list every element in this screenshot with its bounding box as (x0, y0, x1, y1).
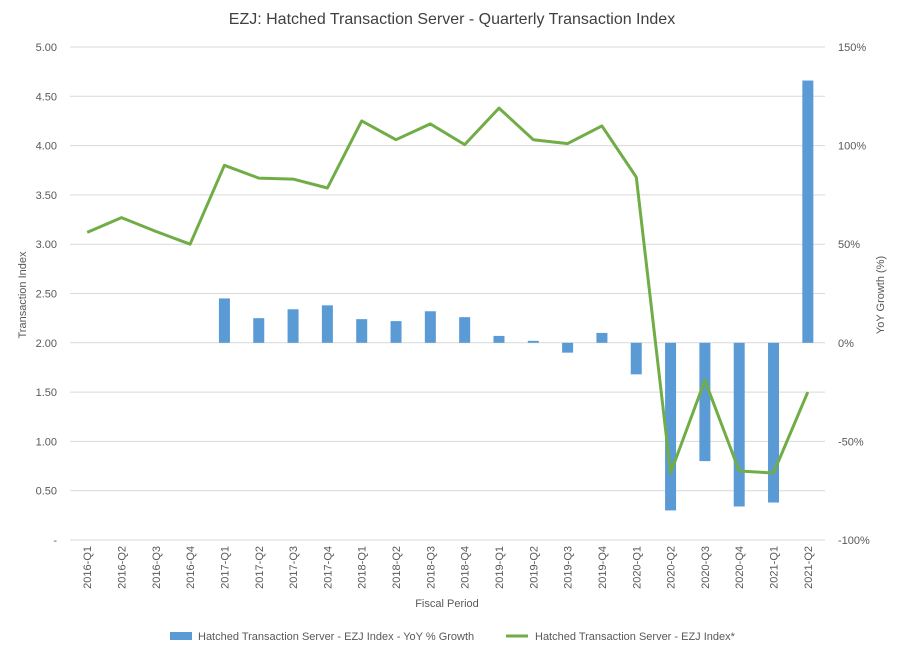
x-tick-label: 2019-Q4 (597, 546, 609, 589)
bar (527, 340, 539, 343)
x-tick-label: 2018-Q4 (460, 546, 472, 589)
bar (390, 321, 402, 343)
y-tick-label: 4.50 (36, 91, 57, 103)
bar (596, 332, 608, 343)
bar (630, 342, 642, 375)
bar-series (218, 80, 814, 511)
bar (699, 342, 711, 462)
bar (768, 342, 780, 503)
y2-tick-label: -100% (838, 535, 870, 547)
y-tick-label: 2.00 (36, 338, 57, 350)
x-tick-label: 2018-Q3 (425, 546, 437, 589)
chart-title: EZJ: Hatched Transaction Server - Quarte… (229, 11, 675, 28)
bar (218, 298, 230, 343)
x-axis-ticks: 2016-Q1 2016-Q2 2016-Q3 2016-Q4 2017-Q1 2017-… (82, 546, 815, 589)
x-tick-label: 2019-Q3 (563, 546, 575, 589)
y-tick-label: - (53, 535, 57, 547)
x-tick-label: 2020-Q4 (734, 546, 746, 589)
x-axis-title: Fiscal Period (415, 598, 479, 610)
gridlines (70, 46, 825, 541)
legend-bar-label: Hatched Transaction Server - EZJ Index -… (198, 631, 474, 643)
x-tick-label: 2017-Q1 (219, 546, 231, 589)
y-tick-label: 3.00 (36, 239, 57, 251)
y2-tick-label: 100% (838, 141, 866, 153)
bar (253, 318, 265, 343)
y-tick-label: 1.50 (36, 387, 57, 399)
x-tick-label: 2020-Q2 (666, 546, 678, 589)
y-tick-label: 3.50 (36, 190, 57, 202)
legend-line-label: Hatched Transaction Server - EZJ Index* (535, 631, 736, 643)
left-axis-ticks: - 0.50 1.00 1.50 2.00 2.50 3.00 3.50 4.00 4.50 5.0… (36, 42, 58, 547)
y2-axis-title: YoY Growth (%) (875, 256, 887, 334)
x-tick-label: 2021-Q2 (803, 546, 815, 589)
x-tick-label: 2021-Q1 (769, 546, 781, 589)
bar (356, 319, 368, 343)
x-tick-label: 2018-Q1 (357, 546, 369, 589)
x-tick-label: 2016-Q4 (185, 546, 197, 589)
x-tick-label: 2018-Q2 (391, 546, 403, 589)
x-tick-label: 2017-Q3 (288, 546, 300, 589)
y2-tick-label: -50% (838, 436, 864, 448)
bar (562, 342, 574, 353)
y-tick-label: 1.00 (36, 436, 57, 448)
line-series (86, 106, 810, 475)
legend-bar-swatch (170, 632, 192, 640)
x-tick-label: 2016-Q3 (151, 546, 163, 589)
x-tick-label: 2017-Q2 (254, 546, 266, 589)
y-tick-label: 0.50 (36, 486, 57, 498)
legend: Hatched Transaction Server - EZJ Index -… (170, 631, 736, 643)
y-tick-label: 5.00 (36, 42, 57, 54)
right-axis-ticks: -100% -50% 0% 50% 100% 150% (838, 42, 870, 547)
x-tick-label: 2020-Q1 (631, 546, 643, 589)
x-tick-label: 2020-Q3 (700, 546, 712, 589)
bar (733, 342, 745, 507)
x-tick-label: 2017-Q4 (322, 546, 334, 589)
x-tick-label: 2019-Q1 (494, 546, 506, 589)
x-tick-label: 2016-Q1 (82, 546, 94, 589)
bar (287, 309, 299, 343)
x-tick-label: 2019-Q2 (528, 546, 540, 589)
bar (321, 305, 333, 343)
bar (665, 342, 677, 511)
y2-tick-label: 50% (838, 239, 860, 251)
y-tick-label: 2.50 (36, 289, 57, 301)
y-tick-label: 4.00 (36, 141, 57, 153)
x-tick-label: 2016-Q2 (116, 546, 128, 589)
bar (802, 80, 814, 343)
y2-tick-label: 150% (838, 42, 866, 54)
bar (424, 311, 436, 343)
y-axis-title: Transaction Index (17, 251, 29, 339)
bar (459, 317, 471, 343)
bar (493, 335, 505, 343)
line-path (86, 106, 810, 475)
y2-tick-label: 0% (838, 338, 854, 350)
